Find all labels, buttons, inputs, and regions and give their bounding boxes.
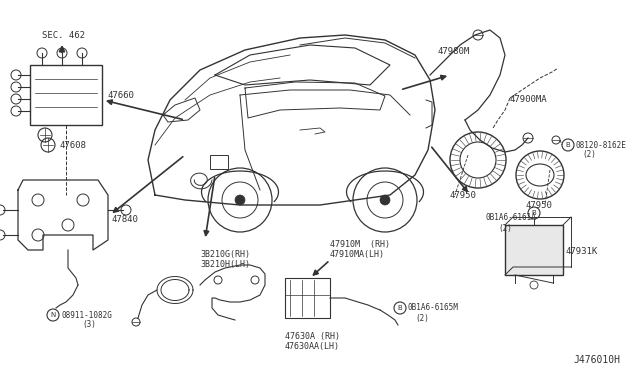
Text: J476010H: J476010H	[573, 355, 620, 365]
Text: 47630AA(LH): 47630AA(LH)	[285, 341, 340, 350]
Text: 08120-8162E: 08120-8162E	[576, 141, 627, 150]
Text: 47950: 47950	[525, 201, 552, 209]
Text: (3): (3)	[82, 321, 96, 330]
Text: B: B	[532, 210, 536, 216]
Text: SEC. 462: SEC. 462	[42, 31, 85, 39]
FancyBboxPatch shape	[210, 155, 228, 169]
Text: 47950: 47950	[450, 190, 477, 199]
Text: (2): (2)	[415, 314, 429, 323]
Text: 47900MA: 47900MA	[510, 96, 548, 105]
Text: 47980M: 47980M	[438, 48, 470, 57]
Text: 47660: 47660	[108, 90, 135, 99]
Text: 0B1A6-6161A: 0B1A6-6161A	[486, 214, 537, 222]
Text: B: B	[566, 142, 570, 148]
Text: (2): (2)	[582, 151, 596, 160]
Text: 47630A (RH): 47630A (RH)	[285, 331, 340, 340]
Text: 0B1A6-6165M: 0B1A6-6165M	[408, 304, 459, 312]
Bar	[505, 225, 563, 275]
Text: 3B210H(LH): 3B210H(LH)	[200, 260, 250, 269]
Text: 47608: 47608	[60, 141, 87, 150]
Bar	[30, 65, 102, 125]
Text: 08911-1082G: 08911-1082G	[62, 311, 113, 320]
Text: B: B	[397, 305, 403, 311]
Text: 47931K: 47931K	[565, 247, 597, 257]
Text: 47910M  (RH): 47910M (RH)	[330, 241, 390, 250]
Ellipse shape	[526, 164, 554, 186]
Text: 47840: 47840	[112, 215, 139, 224]
Circle shape	[235, 195, 245, 205]
Text: 47910MA(LH): 47910MA(LH)	[330, 250, 385, 260]
Text: (2): (2)	[498, 224, 512, 232]
Text: N: N	[51, 312, 56, 318]
Text: 3B210G(RH): 3B210G(RH)	[200, 250, 250, 260]
Circle shape	[380, 195, 390, 205]
Bar	[285, 278, 330, 318]
